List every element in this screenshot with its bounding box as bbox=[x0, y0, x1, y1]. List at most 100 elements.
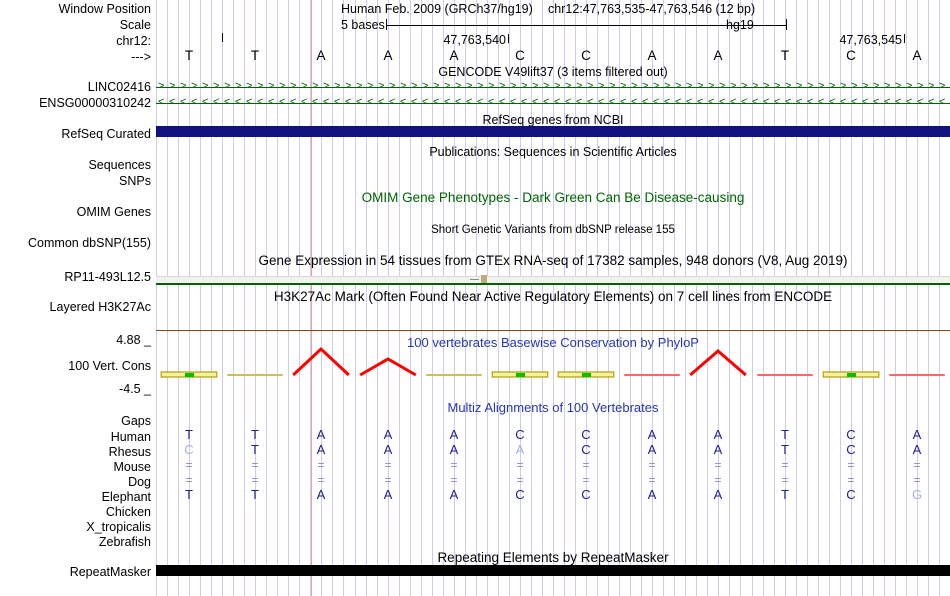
strand-arrow-icon: > bbox=[774, 81, 781, 92]
refseq-track-title[interactable]: RefSeq genes from NCBI bbox=[482, 113, 624, 127]
label-species-rhesus[interactable]: Rhesus bbox=[108, 445, 151, 459]
dbsnp-track-title[interactable]: Short Genetic Variants from dbSNP releas… bbox=[431, 224, 675, 236]
assembly-short-text: hg19 bbox=[726, 18, 754, 32]
label-omim-genes[interactable]: OMIM Genes bbox=[76, 205, 151, 219]
label-refseq-curated[interactable]: RefSeq Curated bbox=[61, 127, 151, 141]
omim-track-title[interactable]: OMIM Gene Phenotypes - Dark Green Can Be… bbox=[361, 190, 745, 205]
label-layered-h3k27ac[interactable]: Layered H3K27Ac bbox=[49, 300, 151, 314]
repeatmasker-bar[interactable] bbox=[156, 565, 950, 576]
center-marker-line bbox=[311, 0, 312, 596]
ruler-base: A bbox=[449, 48, 459, 63]
label-conservation-axis-max: 4.88 _ bbox=[116, 333, 151, 347]
strand-arrow-icon: > bbox=[180, 81, 187, 92]
strand-arrow-icon: < bbox=[488, 97, 495, 108]
ruler-base: A bbox=[713, 48, 723, 63]
strand-arrow-icon: > bbox=[587, 81, 594, 92]
multiz-base: C bbox=[581, 427, 591, 442]
multiz-base: A bbox=[316, 427, 326, 442]
strand-arrow-icon: < bbox=[752, 97, 759, 108]
multiz-row-dog[interactable]: = = = = = = = = = = = = bbox=[156, 473, 950, 487]
multiz-row-mouse[interactable]: = = = = = = = = = = = = bbox=[156, 458, 950, 472]
ruler-base: A bbox=[912, 48, 922, 63]
strand-arrow-icon: > bbox=[246, 81, 253, 92]
strand-arrow-icon: > bbox=[191, 81, 198, 92]
strand-arrow-icon: < bbox=[576, 97, 583, 108]
label-repeatmasker[interactable]: RepeatMasker bbox=[69, 565, 151, 579]
track-data-area[interactable]: Human Feb. 2009 (GRCh37/hg19) chr12:47,7… bbox=[156, 0, 950, 596]
multiz-base: A bbox=[449, 427, 459, 442]
strand-arrow-icon: < bbox=[664, 97, 671, 108]
strand-arrow-icon: < bbox=[202, 97, 209, 108]
label-100-vert-cons[interactable]: 100 Vert. Cons bbox=[68, 359, 151, 373]
ruler-base: A bbox=[647, 48, 657, 63]
conservation-peak bbox=[292, 346, 350, 377]
multiz-base: = bbox=[582, 458, 590, 472]
strand-arrow-icon: > bbox=[301, 81, 308, 92]
strand-arrow-icon: < bbox=[257, 97, 264, 108]
conservation-marker bbox=[516, 373, 525, 377]
label-gtex-gene[interactable]: RP11-493L12.5 bbox=[64, 270, 151, 284]
publications-track-title[interactable]: Publications: Sequences in Scientific Ar… bbox=[429, 145, 677, 159]
label-species-mouse[interactable]: Mouse bbox=[113, 460, 151, 474]
label-window-position: Window Position bbox=[58, 2, 151, 16]
ruler-base: A bbox=[383, 48, 393, 63]
label-gencode-ensg[interactable]: ENSG00000310242 bbox=[39, 96, 151, 110]
strand-arrow-icon: > bbox=[213, 81, 220, 92]
strand-arrow-icon: > bbox=[411, 81, 418, 92]
strand-arrow-icon: < bbox=[246, 97, 253, 108]
label-sequences[interactable]: Sequences bbox=[88, 158, 151, 172]
multiz-row-zebrafish[interactable] bbox=[156, 533, 950, 547]
multiz-base: A bbox=[912, 427, 922, 442]
strand-arrow-icon: > bbox=[730, 81, 737, 92]
label-species-dog[interactable]: Dog bbox=[128, 475, 151, 489]
strand-arrow-icon: > bbox=[389, 81, 396, 92]
multiz-base: A bbox=[713, 442, 723, 457]
multiz-base: = bbox=[251, 458, 259, 472]
multiz-row-x_tropicalis[interactable] bbox=[156, 518, 950, 532]
strand-arrow-icon: > bbox=[202, 81, 209, 92]
multiz-base: A bbox=[316, 487, 326, 502]
label-common-dbsnp[interactable]: Common dbSNP(155) bbox=[28, 236, 151, 250]
strand-arrow-icon: < bbox=[697, 97, 704, 108]
h3k27ac-baseline bbox=[156, 330, 950, 331]
strand-arrow-icon: > bbox=[356, 81, 363, 92]
label-species-chicken[interactable]: Chicken bbox=[105, 505, 151, 519]
refseq-curated-bar[interactable] bbox=[156, 126, 950, 137]
multiz-base: = bbox=[582, 473, 590, 487]
conservation-track-title[interactable]: 100 vertebrates Basewise Conservation by… bbox=[407, 335, 699, 350]
strand-arrow-icon: < bbox=[334, 97, 341, 108]
label-species-human[interactable]: Human bbox=[110, 430, 151, 444]
strand-arrow-icon: < bbox=[279, 97, 286, 108]
strand-arrow-icon: > bbox=[862, 81, 869, 92]
conservation-plot[interactable] bbox=[156, 0, 950, 596]
gencode-item-linc02416[interactable]: > > > > > > > > > > > > > > > > > > > > > > > > > > > > > > > > > > > > > > > >… bbox=[156, 81, 950, 93]
label-species-xtropicalis[interactable]: X_tropicalis bbox=[86, 520, 151, 534]
strand-arrow-icon: > bbox=[521, 81, 528, 92]
multiz-base: C bbox=[581, 442, 591, 457]
gtex-gene-model-line[interactable] bbox=[156, 283, 950, 285]
conservation-marker bbox=[582, 373, 591, 377]
strand-arrow-icon: < bbox=[400, 97, 407, 108]
multiz-base: = bbox=[251, 473, 259, 487]
strand-arrow-icon: < bbox=[466, 97, 473, 108]
label-species-elephant[interactable]: Elephant bbox=[101, 490, 151, 504]
multiz-base: T bbox=[251, 487, 259, 502]
label-gencode-linc02416[interactable]: LINC02416 bbox=[87, 80, 151, 94]
gtex-track-title[interactable]: Gene Expression in 54 tissues from GTEx … bbox=[258, 253, 848, 268]
h3k27ac-track-title[interactable]: H3K27Ac Mark (Often Found Near Active Re… bbox=[273, 289, 833, 304]
multiz-track-title[interactable]: Multiz Alignments of 100 Vertebrates bbox=[447, 400, 659, 415]
strand-arrow-icon: > bbox=[741, 81, 748, 92]
repeatmasker-track-title[interactable]: Repeating Elements by RepeatMasker bbox=[437, 550, 669, 565]
label-gaps[interactable]: Gaps bbox=[121, 414, 151, 428]
label-snps[interactable]: SNPs bbox=[119, 174, 151, 188]
strand-arrow-icon: < bbox=[389, 97, 396, 108]
conservation-peak bbox=[689, 349, 747, 377]
multiz-row-chicken[interactable] bbox=[156, 503, 950, 517]
ruler-base: A bbox=[316, 48, 326, 63]
label-species-zebrafish[interactable]: Zebrafish bbox=[98, 535, 151, 549]
gencode-track-title[interactable]: GENCODE V49lift37 (3 items filtered out) bbox=[438, 65, 668, 79]
gencode-item-ensg00000310242[interactable]: < < < < < < < < < < < < < < < < < < < < < < < < < < < < < < < < < < < < < < < <… bbox=[156, 97, 950, 109]
